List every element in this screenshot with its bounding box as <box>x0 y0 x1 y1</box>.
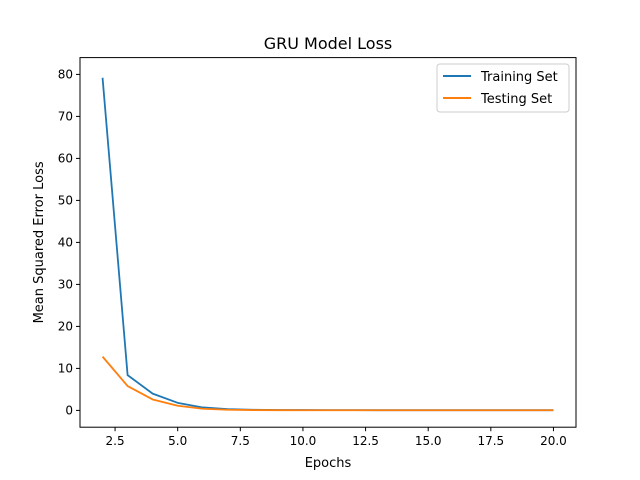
y-tick-label: 60 <box>58 151 73 165</box>
x-tick-label: 12.5 <box>352 434 379 448</box>
y-tick-label: 80 <box>58 67 73 81</box>
series-line-testing-set <box>101 356 554 412</box>
x-tick-label: 10.0 <box>290 434 317 448</box>
y-tick-label: 10 <box>58 361 73 375</box>
x-tick-label: 15.0 <box>415 434 442 448</box>
chart-title: GRU Model Loss <box>264 34 393 53</box>
legend-label-testing: Testing Set <box>480 92 552 107</box>
x-tick-label: 17.5 <box>477 434 504 448</box>
series-lines <box>101 77 554 412</box>
y-tick-label: 70 <box>58 109 73 123</box>
y-tick-label: 0 <box>65 403 73 417</box>
x-axis: 2.5 5.0 7.5 10.0 12.5 15.0 17.5 20.0 <box>106 427 567 448</box>
x-tick-label: 7.5 <box>231 434 250 448</box>
x-tick-label: 20.0 <box>540 434 567 448</box>
x-tick-label: 2.5 <box>106 434 125 448</box>
x-tick-label: 5.0 <box>168 434 187 448</box>
y-tick-label: 20 <box>58 319 73 333</box>
x-axis-label: Epochs <box>305 456 352 471</box>
y-tick-label: 30 <box>58 277 73 291</box>
y-axis-label: Mean Squared Error Loss <box>32 161 47 323</box>
legend-label-training: Training Set <box>480 70 558 85</box>
y-axis: 0 10 20 30 40 50 60 70 80 <box>58 67 80 417</box>
y-tick-label: 40 <box>58 235 73 249</box>
legend: Training Set Testing Set <box>436 63 570 113</box>
y-tick-label: 50 <box>58 193 73 207</box>
